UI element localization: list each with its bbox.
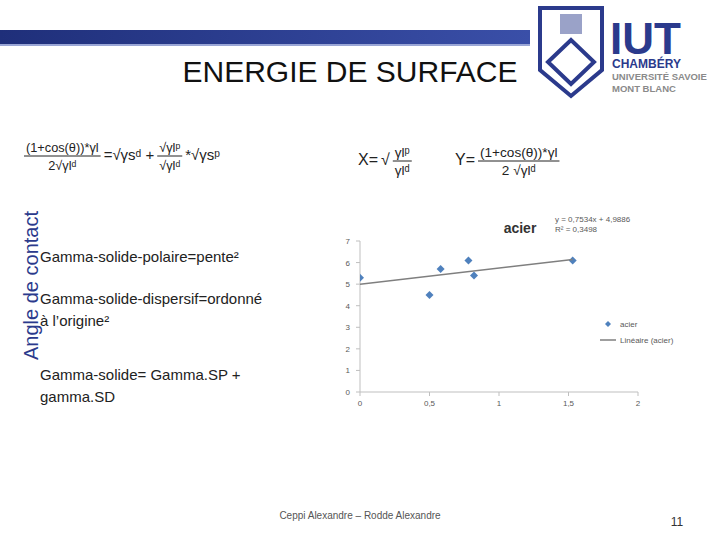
slide-title: ENERGIE DE SURFACE	[182, 55, 517, 88]
formula-text: =√γsᵈ +	[104, 146, 155, 163]
formula: (1+cos(θ))*γl 2√γlᵈ =√γsᵈ + √γlᵖ √γlᵈ *√γsᵖ	[24, 140, 220, 173]
trend-line	[360, 260, 573, 285]
formula-num: γlᵖ	[395, 145, 410, 160]
legend-symbol	[600, 339, 616, 341]
chart-title: acier	[504, 220, 537, 236]
logo-text: IUT	[610, 14, 681, 63]
formula: X=√ γlᵖ γlᵈ	[358, 145, 412, 178]
x-tick-label: 2	[636, 399, 641, 408]
formula-text: *√γsᵖ	[185, 146, 220, 163]
formula-num: √γlᵖ	[159, 140, 180, 155]
y-tick-label: 1	[346, 366, 351, 375]
y-tick-label: 0	[346, 388, 351, 397]
legend: acier Linéaire (acier)	[600, 320, 674, 345]
annotation: y = 0,7534x + 4,9886	[555, 215, 631, 224]
scatter-point	[426, 291, 434, 299]
formula-num: (1+cos(θ))*γl	[480, 145, 557, 160]
legend-symbol	[605, 321, 611, 327]
y-tick	[356, 327, 360, 328]
formula-den: γlᵈ	[395, 163, 410, 178]
bullet-text: à l’origine²	[40, 312, 109, 329]
bullet-text: Gamma-solide= Gamma.SP +	[40, 366, 241, 383]
footer: Ceppi Alexandre – Rodde Alexandre	[279, 510, 441, 521]
logo-shape	[548, 40, 594, 84]
y-tick	[356, 241, 360, 242]
y-tick-label: 6	[346, 259, 351, 268]
legend-label: acier	[620, 320, 638, 329]
side-label: Angle de contact	[20, 211, 42, 360]
formula-den: 2√γlᵈ	[48, 158, 76, 173]
y-tick-label: 5	[346, 280, 351, 289]
x-tick	[499, 392, 500, 396]
slide: ENERGIE DE SURFACE IUTCHAMBÉRYUNIVERSITÉ …	[0, 0, 720, 540]
bullet-text: Gamma-solide-dispersif=ordonné	[40, 290, 262, 307]
y-tick	[356, 284, 360, 285]
page-number: 11	[671, 515, 684, 529]
y-tick	[356, 262, 360, 263]
fraction-bar	[157, 156, 182, 157]
x-tick-label: 0	[358, 399, 363, 408]
x-tick-label: 1	[497, 399, 502, 408]
y-tick	[356, 305, 360, 306]
logo-text: CHAMBÉRY	[612, 56, 681, 71]
top-band-line	[0, 44, 530, 46]
x-tick	[638, 392, 639, 396]
formula-text: X=	[358, 151, 378, 168]
formula-text: √	[381, 151, 390, 168]
x-tick-label: 1,5	[563, 399, 575, 408]
formula-num: (1+cos(θ))*γl	[26, 140, 99, 155]
logo-text: UNIVERSITÉ SAVOIE	[612, 71, 707, 82]
logo-shield	[540, 8, 602, 96]
scatter-point	[470, 272, 478, 280]
fraction-bar	[24, 156, 101, 157]
y-tick-label: 7	[346, 237, 351, 246]
y-tick	[356, 392, 360, 393]
scatter-point	[360, 274, 364, 282]
scatter-point	[437, 265, 445, 273]
y-tick-label: 2	[346, 345, 351, 354]
x-tick	[360, 392, 361, 396]
logo-tower	[560, 14, 582, 34]
bullet-text: gamma.SD	[40, 388, 115, 405]
fraction-bar	[478, 161, 559, 162]
formula-den: 2 √γlᵈ	[502, 163, 536, 178]
y-tick	[356, 370, 360, 371]
y-tick-label: 3	[346, 323, 351, 332]
logo-text: MONT BLANC	[612, 83, 676, 94]
y-tick-label: 4	[346, 302, 351, 311]
formula: Y= (1+cos(θ))*γl 2 √γlᵈ	[455, 145, 559, 178]
top-band	[0, 30, 530, 44]
formula-den: √γlᵈ	[159, 158, 180, 173]
scatter-point	[464, 256, 472, 264]
x-tick	[568, 392, 569, 396]
y-axis	[360, 241, 361, 392]
plot-marks	[360, 256, 577, 299]
axes: 0 1 2 3 4 5 6 7 0 0,5 1 1,5 2	[346, 237, 641, 408]
annotation: R² = 0,3498	[555, 225, 598, 234]
bullet-text: Gamma-solide-polaire=pente²	[40, 248, 239, 265]
x-tick-label: 0,5	[424, 399, 436, 408]
fraction-bar	[393, 161, 412, 162]
logo: IUTCHAMBÉRYUNIVERSITÉ SAVOIEMONT BLANC	[540, 8, 707, 96]
formula-text: Y=	[455, 151, 475, 168]
legend-label: Linéaire (acier)	[620, 336, 674, 345]
y-tick	[356, 348, 360, 349]
x-tick	[429, 392, 430, 396]
